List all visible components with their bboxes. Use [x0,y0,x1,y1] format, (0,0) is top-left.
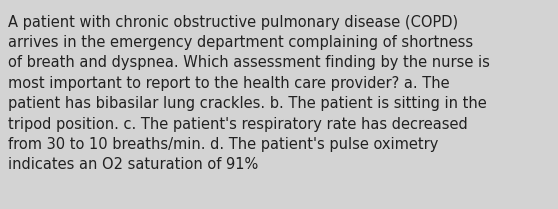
Text: A patient with chronic obstructive pulmonary disease (COPD)
arrives in the emerg: A patient with chronic obstructive pulmo… [8,15,490,172]
